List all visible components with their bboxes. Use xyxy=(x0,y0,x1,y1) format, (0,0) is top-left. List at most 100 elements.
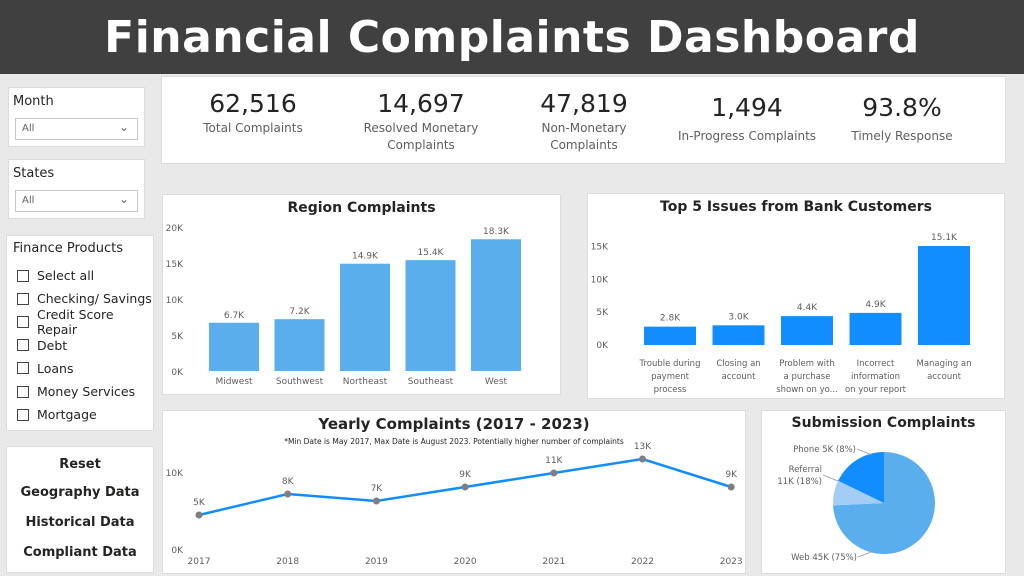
month-slicer-label: Month xyxy=(13,94,54,109)
checkbox[interactable] xyxy=(17,385,29,398)
checkbox[interactable] xyxy=(17,339,29,352)
checkbox[interactable] xyxy=(17,362,29,375)
pie-slice[interactable] xyxy=(833,452,935,554)
leader-line xyxy=(856,448,873,456)
data-label: 18.3K xyxy=(483,227,510,237)
x-tick-label: Southwest xyxy=(276,377,324,387)
states-dropdown-value: All xyxy=(22,195,35,206)
finance-product-label: Debt xyxy=(37,337,68,353)
pie-slice[interactable] xyxy=(833,480,884,506)
data-label: 8K xyxy=(282,477,295,487)
finance-product-option[interactable]: Loans xyxy=(17,357,153,380)
data-label: 11K xyxy=(545,456,563,466)
x-tick-label: 2017 xyxy=(188,557,211,567)
x-tick-label: Northeast xyxy=(343,377,388,387)
x-tick-label: 2023 xyxy=(720,557,743,567)
data-point[interactable] xyxy=(727,483,735,491)
data-label: 14.9K xyxy=(352,252,379,262)
finance-product-option[interactable]: Credit Score Repair xyxy=(17,307,153,337)
finance-product-option[interactable]: Debt xyxy=(17,334,153,357)
historical-data-button[interactable]: Historical Data xyxy=(25,515,135,530)
x-tick-label: Trouble during payment process xyxy=(639,359,701,395)
bar[interactable] xyxy=(340,263,390,371)
month-dropdown[interactable]: All ⌄ xyxy=(15,118,138,140)
finance-product-label: Checking/ Savings xyxy=(37,291,152,307)
issues-bar-chart-svg: 0K 5K 10K 15K 2.8K Trouble during payment proce… xyxy=(591,233,972,395)
checkbox[interactable] xyxy=(17,292,29,305)
kpi-timely-response: 93.8% Timely Response xyxy=(842,93,962,145)
data-label: 2.8K xyxy=(660,314,681,324)
chart-title: Top 5 Issues from Bank Customers xyxy=(660,199,932,215)
kpi-label: Timely Response xyxy=(851,129,953,143)
bar[interactable] xyxy=(781,316,833,345)
data-label: 5K xyxy=(193,498,206,508)
x-tick-label: West xyxy=(485,377,508,387)
pie-slice[interactable] xyxy=(838,452,884,503)
checkbox[interactable] xyxy=(17,315,29,328)
finance-product-option[interactable]: Checking/ Savings xyxy=(17,287,153,310)
bar[interactable] xyxy=(712,325,765,345)
finance-product-label: Loans xyxy=(37,360,74,376)
y-tick-label: 10K xyxy=(591,275,609,285)
finance-products-list: Select all Checking/ Savings Credit Score … xyxy=(17,264,153,426)
submission-complaints-chart: Submission Complaints Web 45K (75%) Phone… xyxy=(761,410,1006,574)
data-point[interactable] xyxy=(639,455,646,463)
bar[interactable] xyxy=(471,239,521,371)
chart-title: Region Complaints xyxy=(287,200,436,216)
chevron-down-icon: ⌄ xyxy=(118,192,129,206)
x-tick-label: Problem with a purchase shown on yo... xyxy=(776,359,838,395)
pie-label: Referral xyxy=(789,465,822,475)
y-tick-label: 20K xyxy=(166,224,184,234)
bar[interactable] xyxy=(405,260,456,371)
kpi-value: 93.8% xyxy=(862,93,942,122)
data-point[interactable] xyxy=(372,497,380,505)
data-label: 9K xyxy=(725,470,738,480)
chevron-down-icon: ⌄ xyxy=(118,120,129,134)
chart-title: Submission Complaints xyxy=(791,415,976,431)
pie-label: 11K (18%) xyxy=(777,477,822,487)
data-point[interactable] xyxy=(195,511,203,519)
month-slicer: Month All ⌄ xyxy=(8,87,145,147)
top-issues-chart: Top 5 Issues from Bank Customers 0K 5K 10K… xyxy=(587,193,1005,399)
y-tick-label: 0K xyxy=(171,368,184,378)
kpi-label: Total Complaints xyxy=(203,121,303,135)
finance-product-option[interactable]: Money Services xyxy=(17,380,153,403)
dashboard-header: Financial Complaints Dashboard xyxy=(0,0,1024,74)
data-label: 9K xyxy=(459,470,472,480)
checkbox[interactable] xyxy=(17,269,29,282)
y-tick-label: 0K xyxy=(596,341,609,351)
bar[interactable] xyxy=(209,322,259,371)
chart-title: Yearly Complaints (2017 - 2023) xyxy=(318,415,590,433)
data-label: 4.4K xyxy=(797,303,818,313)
finance-products-label: Finance Products xyxy=(13,241,123,256)
checkbox[interactable] xyxy=(17,408,29,421)
states-slicer: States All ⌄ xyxy=(8,159,145,219)
x-tick-label: 2018 xyxy=(276,557,299,567)
finance-product-label: Mortgage xyxy=(37,407,97,423)
y-tick-label: 0K xyxy=(171,546,184,556)
geography-data-button[interactable]: Geography Data xyxy=(20,485,140,500)
data-label: 13K xyxy=(634,442,652,452)
x-tick-label: 2022 xyxy=(631,557,654,567)
y-tick-label: 10K xyxy=(166,469,184,479)
reset-button[interactable]: Reset xyxy=(59,457,101,472)
data-point[interactable] xyxy=(550,469,558,477)
bar[interactable] xyxy=(274,319,325,371)
finance-product-option[interactable]: Select all xyxy=(17,264,153,287)
states-dropdown[interactable]: All ⌄ xyxy=(15,190,138,212)
finance-product-option[interactable]: Mortgage xyxy=(17,403,153,426)
x-tick-label: 2020 xyxy=(454,557,477,567)
bar[interactable] xyxy=(644,326,696,345)
complaint-data-button[interactable]: Compliant Data xyxy=(23,545,137,560)
kpi-value: 62,516 xyxy=(209,89,297,118)
data-point[interactable] xyxy=(461,483,469,491)
pie-label: Web 45K (75%) xyxy=(791,553,857,563)
kpi-label: Non-Monetary Complaints xyxy=(541,121,627,152)
x-tick-label: Managing an account xyxy=(917,359,972,382)
bar[interactable] xyxy=(918,246,970,345)
bar[interactable] xyxy=(849,312,902,345)
data-point[interactable] xyxy=(284,490,292,498)
kpi-resolved-monetary: 14,697 Resolved Monetary Complaints xyxy=(358,89,484,154)
submission-pie-chart-svg: Web 45K (75%) Phone 5K (8%) Referral 11K (1… xyxy=(777,445,935,563)
chart-subtitle: *Min Date is May 2017, Max Date is Augus… xyxy=(284,437,624,446)
